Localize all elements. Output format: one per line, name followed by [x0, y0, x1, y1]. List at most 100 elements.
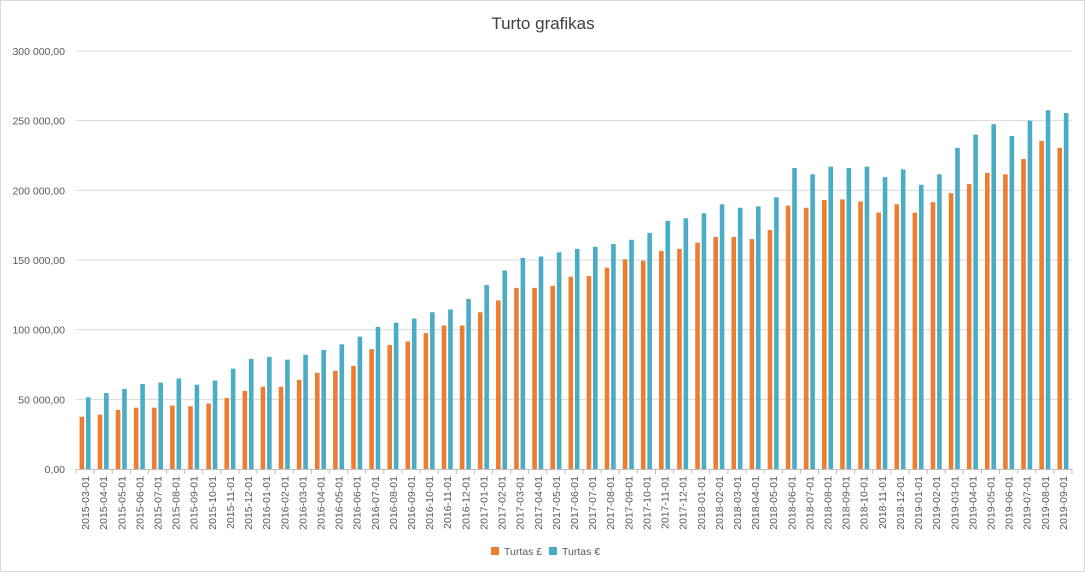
chart-title: Turto grafikas — [491, 14, 594, 33]
x-tick-label: 2018-01-01 — [696, 476, 708, 530]
x-tick-label: 2019-05-01 — [986, 476, 998, 530]
bar-turtas-eur — [466, 299, 471, 469]
bar-turtas-eur — [140, 384, 145, 469]
x-tick-label: 2017-11-01 — [660, 476, 672, 529]
bar-turtas-eur — [973, 134, 978, 469]
x-tick-label: 2017-09-01 — [623, 476, 635, 530]
bar-turtas-gbp — [115, 409, 121, 469]
bar-turtas-gbp — [79, 416, 85, 469]
x-tick-label: 2016-12-01 — [460, 476, 472, 530]
gridlines — [76, 50, 1072, 400]
bar-turtas-eur — [991, 124, 997, 470]
x-tick-label: 2017-04-01 — [533, 476, 545, 530]
bar-turtas-gbp — [206, 403, 211, 469]
legend-swatch-turtas-gbp — [491, 547, 499, 555]
y-tick-label: 150 000,00 — [12, 255, 65, 267]
x-tick-label: 2018-11-01 — [877, 476, 889, 529]
bar-turtas-gbp — [1003, 174, 1008, 469]
bar-turtas-eur — [502, 270, 508, 469]
x-tick-label: 2019-04-01 — [967, 476, 979, 530]
bar-turtas-gbp — [1021, 158, 1026, 470]
bar-turtas-gbp — [731, 237, 737, 469]
bar-turtas-gbp — [1039, 140, 1044, 469]
bar-turtas-gbp — [477, 312, 483, 469]
bar-turtas-gbp — [767, 230, 773, 469]
bar-turtas-eur — [1063, 113, 1069, 469]
x-tick-label: 2015-11-01 — [225, 476, 237, 529]
x-tick-label: 2017-10-01 — [641, 476, 653, 530]
x-tick-label: 2019-02-01 — [931, 476, 943, 530]
bar-turtas-gbp — [496, 300, 501, 469]
bar-turtas-eur — [393, 322, 399, 469]
bar-turtas-eur — [375, 326, 381, 469]
x-tick-label: 2019-09-01 — [1058, 476, 1070, 530]
bars — [79, 110, 1069, 470]
x-tick-label: 2017-12-01 — [678, 476, 690, 530]
bar-turtas-gbp — [369, 349, 374, 469]
bar-turtas-eur — [104, 393, 109, 469]
x-tick-label: 2015-05-01 — [116, 476, 128, 530]
bar-turtas-gbp — [387, 344, 393, 469]
bar-turtas-gbp — [314, 372, 320, 469]
x-tick-label: 2016-02-01 — [279, 476, 291, 530]
bar-turtas-eur — [176, 378, 182, 469]
x-tick-label: 2018-03-01 — [732, 476, 744, 530]
bar-turtas-eur — [629, 239, 634, 469]
x-tick-label: 2018-05-01 — [768, 476, 780, 530]
bar-turtas-gbp — [514, 287, 519, 469]
bar-turtas-eur — [900, 169, 906, 469]
x-tick-label: 2018-02-01 — [714, 476, 726, 530]
bar-turtas-eur — [918, 184, 924, 469]
bar-turtas-eur — [882, 177, 888, 469]
bar-turtas-gbp — [224, 397, 230, 469]
bar-turtas-gbp — [659, 250, 664, 469]
bar-turtas-eur — [1045, 110, 1051, 469]
bar-turtas-gbp — [640, 260, 646, 469]
bar-turtas-eur — [248, 358, 254, 469]
bar-turtas-eur — [321, 349, 326, 469]
y-tick-label: 250 000,00 — [12, 116, 65, 128]
y-tick-label: 200 000,00 — [12, 185, 65, 197]
bar-turtas-gbp — [713, 237, 718, 469]
x-tick-label: 2015-10-01 — [207, 476, 219, 530]
x-tick-label: 2016-04-01 — [315, 476, 327, 530]
legend-label-turtas-gbp: Turtas £ — [504, 546, 542, 558]
bar-turtas-gbp — [966, 184, 972, 469]
bar-turtas-gbp — [170, 405, 175, 469]
x-tick-label: 2016-03-01 — [297, 476, 309, 530]
bar-turtas-eur — [1027, 120, 1033, 470]
bar-turtas-gbp — [550, 285, 555, 469]
x-tick-label: 2016-07-01 — [370, 476, 382, 530]
y-tick-label: 50 000,00 — [18, 394, 65, 406]
bar-turtas-eur — [864, 166, 870, 469]
x-tick-label: 2016-09-01 — [406, 476, 418, 530]
bar-turtas-gbp — [278, 386, 284, 469]
bar-turtas-eur — [593, 246, 598, 469]
bar-turtas-gbp — [695, 242, 700, 469]
x-tick-label: 2017-08-01 — [605, 476, 617, 530]
bar-turtas-eur — [339, 344, 345, 469]
bar-turtas-gbp — [822, 200, 827, 469]
x-tick-label: 2018-08-01 — [823, 476, 835, 530]
x-tick-label: 2016-10-01 — [424, 476, 436, 530]
x-tick-label: 2016-06-01 — [352, 476, 364, 530]
bar-turtas-eur — [285, 359, 290, 469]
x-tick-label: 2017-05-01 — [551, 476, 563, 530]
bar-turtas-eur — [303, 354, 308, 469]
bar-turtas-gbp — [133, 407, 139, 469]
x-tick-label: 2017-03-01 — [515, 476, 527, 530]
bar-turtas-gbp — [441, 325, 447, 469]
bar-turtas-eur — [846, 168, 852, 470]
bar-turtas-gbp — [532, 287, 537, 469]
x-tick-label: 2019-01-01 — [913, 476, 925, 530]
bar-turtas-gbp — [948, 193, 954, 469]
bar-turtas-gbp — [1057, 147, 1063, 469]
bar-turtas-eur — [556, 252, 562, 469]
bar-turtas-eur — [810, 174, 815, 469]
x-tick-label: 2016-05-01 — [334, 476, 346, 530]
legend: Turtas £ Turtas € — [491, 546, 600, 558]
bar-turtas-gbp — [260, 386, 266, 469]
bar-turtas-eur — [538, 256, 544, 469]
bar-turtas-gbp — [242, 390, 248, 469]
x-axis — [75, 469, 1073, 474]
